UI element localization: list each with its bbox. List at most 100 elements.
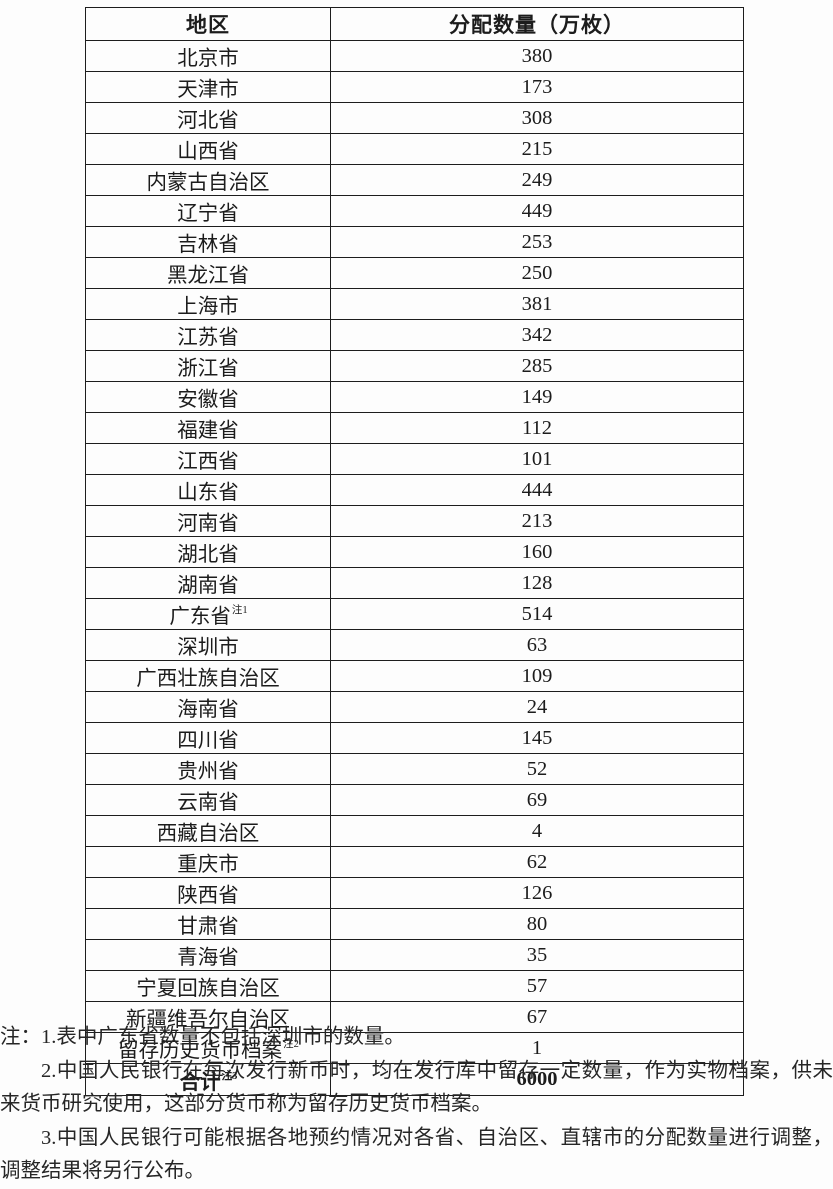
amount-cell: 109 bbox=[330, 660, 744, 692]
amount-cell: 63 bbox=[330, 629, 744, 661]
region-cell: 吉林省 bbox=[85, 226, 331, 258]
amount-cell: 57 bbox=[330, 970, 744, 1002]
table-row: 北京市 380 bbox=[85, 40, 744, 72]
amount-cell: 35 bbox=[330, 939, 744, 971]
region-label: 安徽省 bbox=[177, 389, 239, 411]
region-label: 黑龙江省 bbox=[167, 265, 249, 287]
region-label: 贵州省 bbox=[177, 761, 239, 783]
region-label: 上海市 bbox=[177, 296, 239, 318]
region-cell: 海南省 bbox=[85, 691, 331, 723]
region-label: 江西省 bbox=[177, 451, 239, 473]
table-row: 山东省 444 bbox=[85, 474, 744, 506]
region-cell: 浙江省 bbox=[85, 350, 331, 382]
amount-cell: 69 bbox=[330, 784, 744, 816]
region-label: 山西省 bbox=[177, 141, 239, 163]
region-label: 陕西省 bbox=[177, 885, 239, 907]
region-label: 江苏省 bbox=[177, 327, 239, 349]
table-row: 西藏自治区 4 bbox=[85, 815, 744, 847]
region-label: 辽宁省 bbox=[177, 203, 239, 225]
amount-cell: 4 bbox=[330, 815, 744, 847]
amount-cell: 249 bbox=[330, 164, 744, 196]
region-label: 北京市 bbox=[177, 48, 239, 70]
region-label: 湖北省 bbox=[177, 544, 239, 566]
amount-cell: 112 bbox=[330, 412, 744, 444]
region-cell: 西藏自治区 bbox=[85, 815, 331, 847]
region-cell: 贵州省 bbox=[85, 753, 331, 785]
table-row: 云南省 69 bbox=[85, 784, 744, 816]
region-cell: 重庆市 bbox=[85, 846, 331, 878]
table-row: 四川省 145 bbox=[85, 722, 744, 754]
region-label: 吉林省 bbox=[177, 234, 239, 256]
table-row: 江西省 101 bbox=[85, 443, 744, 475]
amount-cell: 444 bbox=[330, 474, 744, 506]
note-ref-superscript: 注1 bbox=[231, 605, 248, 617]
region-cell: 合计注3 bbox=[85, 1063, 331, 1096]
table-row: 安徽省 149 bbox=[85, 381, 744, 413]
region-label: 广东省 bbox=[169, 606, 231, 628]
region-cell: 四川省 bbox=[85, 722, 331, 754]
region-label: 留存历史货币档案 bbox=[118, 1040, 283, 1062]
note-ref-superscript: 注3 bbox=[221, 1070, 238, 1082]
total-row: 合计注3 6000 bbox=[85, 1063, 744, 1096]
region-cell: 湖北省 bbox=[85, 536, 331, 568]
table-row: 新疆维吾尔自治区 67 bbox=[85, 1001, 744, 1033]
amount-cell: 342 bbox=[330, 319, 744, 351]
region-cell: 深圳市 bbox=[85, 629, 331, 661]
region-cell: 安徽省 bbox=[85, 381, 331, 413]
allocation-table: 地区 分配数量（万枚） 北京市 380 天津市 173 河北省 308 山西省 215 内蒙古自… bbox=[85, 7, 744, 1096]
amount-cell: 101 bbox=[330, 443, 744, 475]
table-row: 内蒙古自治区 249 bbox=[85, 164, 744, 196]
amount-cell: 145 bbox=[330, 722, 744, 754]
table-row: 陕西省 126 bbox=[85, 877, 744, 909]
table-row: 浙江省 285 bbox=[85, 350, 744, 382]
region-cell: 广东省注1 bbox=[85, 598, 331, 630]
region-cell: 云南省 bbox=[85, 784, 331, 816]
table-row: 广西壮族自治区 109 bbox=[85, 660, 744, 692]
region-label: 湖南省 bbox=[177, 575, 239, 597]
amount-cell: 285 bbox=[330, 350, 744, 382]
region-cell: 山东省 bbox=[85, 474, 331, 506]
note-ref-superscript: 注2 bbox=[283, 1039, 299, 1051]
amount-cell: 149 bbox=[330, 381, 744, 413]
column-header-region: 地区 bbox=[85, 7, 331, 41]
region-label: 宁夏回族自治区 bbox=[136, 978, 280, 1000]
amount-cell: 215 bbox=[330, 133, 744, 165]
region-label: 重庆市 bbox=[177, 854, 239, 876]
amount-cell: 381 bbox=[330, 288, 744, 320]
amount-cell: 380 bbox=[330, 40, 744, 72]
region-cell: 上海市 bbox=[85, 288, 331, 320]
table-row: 河北省 308 bbox=[85, 102, 744, 134]
amount-cell: 308 bbox=[330, 102, 744, 134]
amount-cell: 62 bbox=[330, 846, 744, 878]
amount-cell: 514 bbox=[330, 598, 744, 630]
region-label: 天津市 bbox=[177, 79, 239, 101]
table-row: 贵州省 52 bbox=[85, 753, 744, 785]
region-cell: 天津市 bbox=[85, 71, 331, 103]
table-row: 青海省 35 bbox=[85, 939, 744, 971]
table-row: 广东省注1 514 bbox=[85, 598, 744, 630]
region-cell: 河南省 bbox=[85, 505, 331, 537]
region-cell: 福建省 bbox=[85, 412, 331, 444]
table-row: 江苏省 342 bbox=[85, 319, 744, 351]
note-1: 注：1.表中广东省数量不包括深圳市的数量。 bbox=[0, 1026, 405, 1048]
region-label: 合计 bbox=[179, 1071, 221, 1094]
region-label: 新疆维吾尔自治区 bbox=[126, 1009, 290, 1031]
region-label: 河南省 bbox=[177, 513, 239, 535]
table-row: 吉林省 253 bbox=[85, 226, 744, 258]
region-cell: 山西省 bbox=[85, 133, 331, 165]
amount-cell: 250 bbox=[330, 257, 744, 289]
table-row: 海南省 24 bbox=[85, 691, 744, 723]
region-cell: 河北省 bbox=[85, 102, 331, 134]
amount-cell: 253 bbox=[330, 226, 744, 258]
table-row: 湖南省 128 bbox=[85, 567, 744, 599]
amount-cell: 213 bbox=[330, 505, 744, 537]
region-label: 四川省 bbox=[177, 730, 239, 752]
region-cell: 青海省 bbox=[85, 939, 331, 971]
region-cell: 陕西省 bbox=[85, 877, 331, 909]
region-cell: 宁夏回族自治区 bbox=[85, 970, 331, 1002]
region-label: 西藏自治区 bbox=[156, 823, 260, 845]
column-header-amount: 分配数量（万枚） bbox=[330, 7, 744, 41]
table-row: 留存历史货币档案注2 1 bbox=[85, 1032, 744, 1064]
table-row: 深圳市 63 bbox=[85, 629, 744, 661]
